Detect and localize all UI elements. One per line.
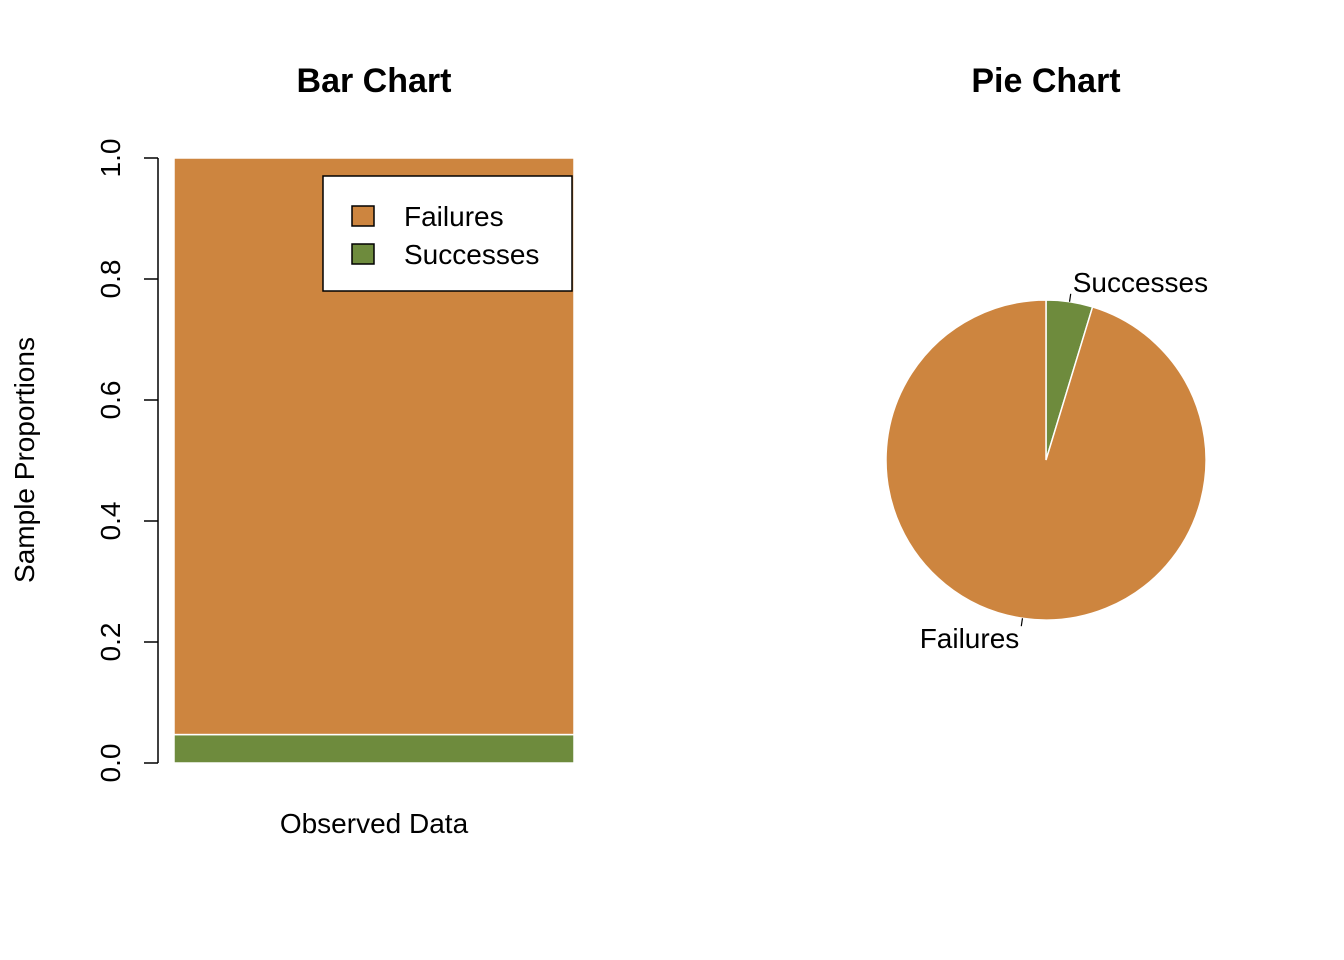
pie-label-leader xyxy=(1068,293,1072,302)
pie-chart-title: Pie Chart xyxy=(971,62,1120,100)
legend-label: Failures xyxy=(404,201,504,232)
pie-slice-failures xyxy=(885,299,1207,621)
category-label: Observed Data xyxy=(280,808,469,839)
legend-swatch xyxy=(351,205,375,227)
y-tick-label: 0.4 xyxy=(95,502,126,541)
y-axis: 0.0 0.2 0.4 0.6 0.8 1.0 xyxy=(95,139,159,783)
legend-swatch xyxy=(351,243,375,265)
pie-labels: Successes Failures xyxy=(920,267,1208,654)
y-tick-label: 1.0 xyxy=(95,139,126,178)
pie-slices xyxy=(885,299,1207,621)
legend-box xyxy=(322,175,573,292)
legend: Failures Successes xyxy=(322,175,573,292)
pie-label: Failures xyxy=(920,623,1020,654)
y-tick-label: 0.2 xyxy=(95,623,126,662)
bar-chart-panel: Bar Chart Sample Proportions Observed Da… xyxy=(9,62,575,839)
pie-label: Successes xyxy=(1073,267,1208,298)
pie-chart-panel: Pie Chart Successes Failures xyxy=(885,62,1208,654)
y-tick-label: 0.8 xyxy=(95,260,126,299)
bar-segment-successes xyxy=(173,733,575,764)
legend-label: Successes xyxy=(404,239,539,270)
y-axis-label: Sample Proportions xyxy=(9,337,40,583)
y-tick-label: 0.6 xyxy=(95,381,126,420)
pie-label-leader xyxy=(1020,618,1024,627)
y-tick-label: 0.0 xyxy=(95,744,126,783)
bar-chart-title: Bar Chart xyxy=(297,62,452,100)
